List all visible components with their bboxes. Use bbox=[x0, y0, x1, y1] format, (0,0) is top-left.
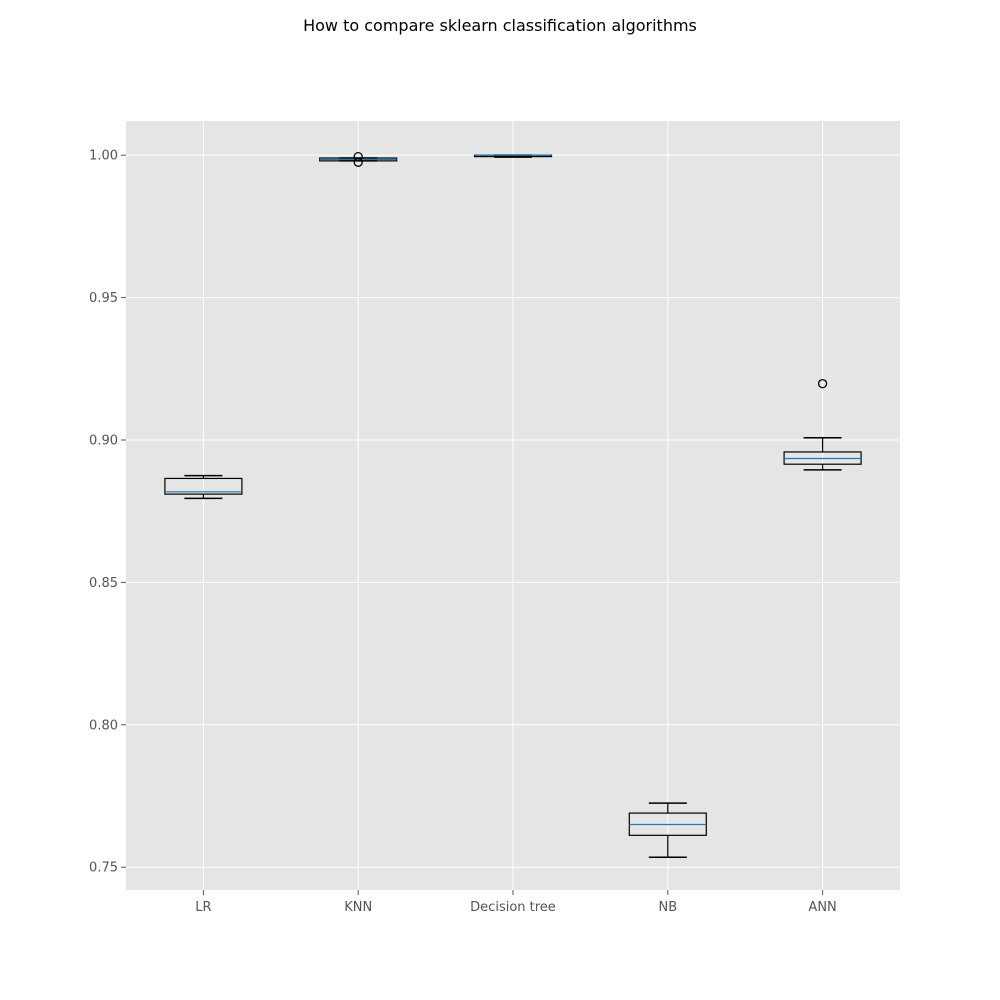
y-axis-ticks: 0.75 0.80 0.85 0.90 0.95 1.00 bbox=[89, 149, 126, 876]
box-nb bbox=[628, 802, 707, 858]
outlier-point bbox=[353, 151, 363, 162]
x-tick-label: NB bbox=[658, 900, 677, 915]
y-tick-label: 0.95 bbox=[89, 291, 118, 306]
box-ann bbox=[783, 378, 862, 471]
box-lr bbox=[164, 474, 243, 500]
x-tick-label: ANN bbox=[808, 900, 836, 915]
x-tick-label: Decision tree bbox=[470, 900, 556, 915]
x-axis-ticks: LR KNN Decision tree NB ANN bbox=[195, 890, 837, 915]
outlier-point bbox=[353, 157, 363, 167]
box-body bbox=[164, 477, 243, 495]
chart-title: How to compare sklearn classification al… bbox=[303, 16, 697, 35]
box-decision-tree bbox=[473, 154, 553, 158]
y-tick-label: 0.75 bbox=[89, 861, 118, 876]
outlier-point bbox=[817, 378, 828, 389]
y-tick-label: 0.90 bbox=[89, 433, 118, 448]
x-tick-label: LR bbox=[195, 900, 211, 915]
y-tick-label: 0.85 bbox=[89, 576, 118, 591]
x-tick-label: KNN bbox=[344, 900, 372, 915]
box-knn bbox=[319, 151, 398, 167]
y-tick-label: 0.80 bbox=[89, 718, 118, 733]
boxes bbox=[164, 151, 862, 858]
y-tick-label: 1.00 bbox=[89, 149, 118, 164]
